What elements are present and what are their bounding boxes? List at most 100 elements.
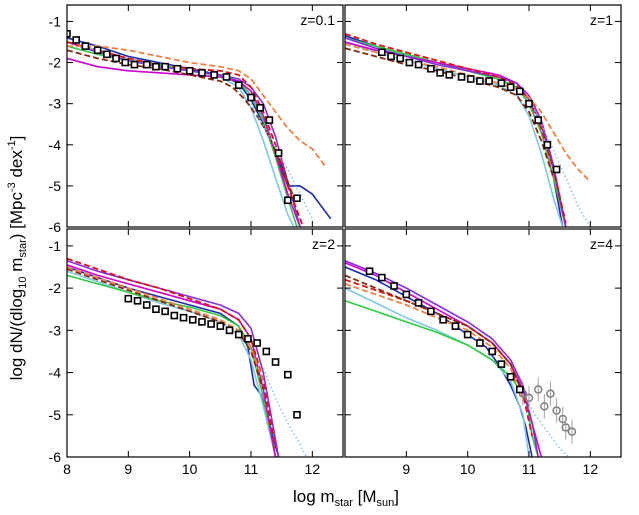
obs-point [142,60,151,69]
obs-point [377,273,386,282]
obs-point [185,66,194,75]
obs-point [427,307,435,316]
obs-point [124,294,133,303]
obs-point [170,311,179,320]
x-tick-label: 8 [63,461,71,477]
obs-point [405,58,414,67]
obs-point [207,320,215,328]
obs-point [488,347,497,356]
obs-point [402,290,411,299]
obs-point [485,77,493,85]
obs-point [497,79,506,87]
x-tick-label: 10 [460,461,476,477]
obs-point-gray [546,389,555,398]
obs-point [262,347,271,356]
obs-point [436,69,444,77]
series-line [67,266,265,382]
x-axis-label: log mstar [Msun] [293,487,399,509]
panel-z=2: 8 9 10 11 12 -1 -2 -3 -4 -5 -6 z=2 [49,228,344,477]
obs-point [271,358,280,366]
y-tick-label: -4 [49,137,62,153]
y-tick-label: -3 [49,96,62,112]
obs-point [466,75,475,83]
obs-point [274,149,283,157]
obs-point [173,64,182,73]
obs-point [81,42,90,50]
obs-point [414,60,423,69]
obs-point [67,29,71,38]
obs-point [396,54,405,63]
obs-point [103,50,111,59]
obs-point [552,165,561,174]
obs-point [222,73,231,81]
obs-point [283,370,292,379]
obs-point [497,360,506,368]
series-line [345,47,555,178]
obs-point-gray [524,393,534,403]
obs-point [506,83,515,92]
y-tick-label: -6 [49,219,62,235]
obs-point [283,196,292,205]
x-tick-label: 12 [583,461,599,477]
series-line [67,264,277,457]
plot-area [345,259,577,457]
obs-point [198,69,206,77]
obs-point [365,267,374,276]
obs-point [390,282,398,290]
series-line [67,259,280,457]
obs-point [225,326,234,335]
plot-area [67,29,332,227]
obs-point [247,93,255,102]
panel-label: z=4 [590,236,613,252]
obs-point [506,372,515,381]
panels: -1 -2 -3 -4 -5 -6 z=0.1 z=1 8 9 10 11 12 -1 -2 -3 -4 -5 -6… [49,4,622,477]
obs-point [451,322,460,330]
series-line [345,37,567,227]
obs-point [93,46,102,55]
obs-point-gray [552,406,561,415]
series-line [345,41,564,227]
obs-point [72,36,80,44]
panel-label: z=1 [590,12,613,28]
obs-point [525,99,533,108]
obs-point [244,334,252,343]
series-line [67,268,265,390]
x-tick-label: 11 [522,461,537,477]
series-line [67,45,326,166]
series-line [522,393,570,457]
panel-label: z=0.1 [300,12,335,28]
series-line [67,41,301,227]
obs-point [188,315,197,324]
obs-point [216,322,225,330]
y-tick-label: -3 [49,322,62,338]
series-line [345,41,567,227]
series-line [67,37,332,220]
panel-frame [344,228,622,458]
series-line [67,257,277,449]
obs-point-gray [561,423,571,432]
y-tick-label: -5 [49,178,62,194]
obs-point [457,73,466,81]
obs-point [112,54,120,63]
panel-label: z=2 [312,236,335,252]
obs-point [476,339,484,347]
obs-point [293,410,301,419]
obs-point [179,313,188,322]
panel-z=4: 9 10 11 12 z=4 [344,228,622,477]
series-line [67,57,301,227]
obs-point [198,318,206,326]
obs-point [377,48,386,57]
obs-point [414,299,423,307]
series-line [67,270,277,457]
obs-point [445,71,454,79]
panel-frame [66,228,344,458]
obs-point [476,77,484,85]
x-tick-label: 12 [305,461,321,477]
obs-point [293,194,301,203]
y-axis-label: log dN/(dlog10 mstar) [Mpc-3 dex-1] [6,136,29,381]
obs-point [543,140,552,149]
obs-point [534,116,543,124]
series-line [345,259,539,457]
series-line [345,283,524,399]
series-line [250,103,313,220]
